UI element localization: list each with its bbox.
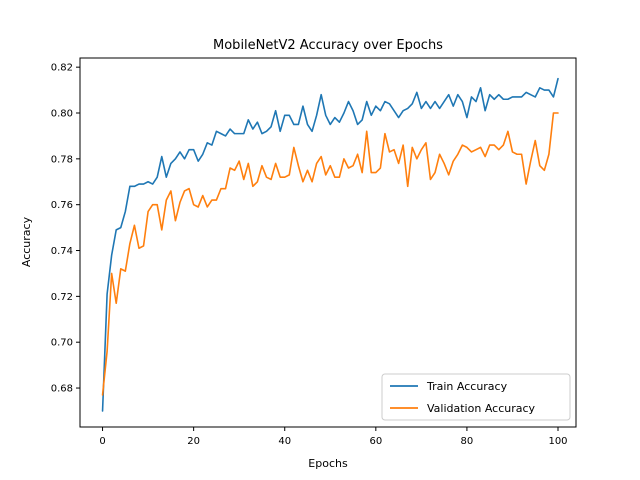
x-tick-label: 20 [187,436,200,447]
legend-box [381,373,571,421]
x-tick-label: 60 [369,436,382,447]
plot-lines [101,77,559,412]
legend-label-validation: Validation Accuracy [427,402,536,415]
y-tick-label: 0.74 [51,246,73,257]
x-tick-label: 100 [548,436,567,447]
x-tick-label: 80 [461,436,474,447]
series-line-validation-accuracy [101,112,559,396]
chart-title: MobileNetV2 Accuracy over Epochs [213,38,443,53]
x-axis-label: Epochs [308,457,348,470]
series-line-train-accuracy [101,77,559,412]
y-tick-label: 0.76 [51,200,73,211]
y-tick-label: 0.70 [51,338,73,349]
y-tick-label: 0.82 [51,63,73,74]
y-tick-label: 0.78 [51,154,73,165]
x-tick-label: 40 [278,436,291,447]
y-axis-label: Accuracy [20,216,33,267]
legend: Train Accuracy Validation Accuracy [381,373,571,421]
y-tick-label: 0.72 [51,292,73,303]
x-axis-ticks: 0 20 40 60 80 100 [99,427,568,447]
x-tick-label: 0 [99,436,105,447]
y-tick-label: 0.80 [51,109,73,120]
plot-area-frame [79,57,577,428]
legend-label-train: Train Accuracy [426,380,508,393]
y-tick-label: 0.68 [51,384,73,395]
y-axis-ticks: 0.68 0.70 0.72 0.74 0.76 0.78 0.80 0.82 [51,63,80,395]
